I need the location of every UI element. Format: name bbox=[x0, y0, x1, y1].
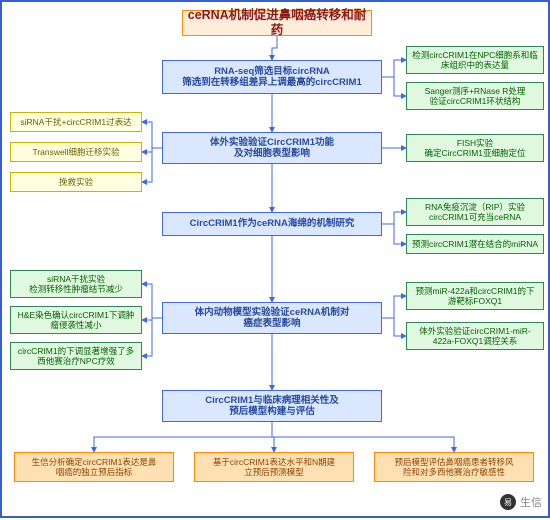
arrow-c5-b3 bbox=[272, 422, 454, 452]
box-c2: 体外实验验证CircCRIM1功能 及对细胞表型影响 bbox=[162, 132, 382, 164]
arrow-c3-r5 bbox=[382, 224, 406, 244]
box-lg3: circCRIM1的下调显著增强了多 西他赛治疗NPC疗效 bbox=[10, 342, 142, 370]
box-c1: RNA-seq筛选目标circRNA 筛选到在转移组差异上调最高的circCRI… bbox=[162, 60, 382, 94]
box-r6: 预测miR-422a和circCRIM1的下 游靶标FOXQ1 bbox=[406, 282, 544, 310]
box-c4: 体内动物模型实验验证ceRNA机制对 癌症表型影响 bbox=[162, 302, 382, 334]
arrow-c4-lg1 bbox=[142, 284, 162, 318]
box-lg2: H&E染色确认circCRIM1下调肿 瘤侵袭性减小 bbox=[10, 306, 142, 334]
box-b2: 基于circCRIM1表达水平和N期建 立预后预测模型 bbox=[194, 452, 354, 482]
box-r2: Sanger测序+RNase R处理 验证circCRIM1环状结构 bbox=[406, 82, 544, 110]
arrow-c1-r2 bbox=[382, 77, 406, 96]
watermark-label: 生信 bbox=[520, 494, 542, 510]
box-l3: 挽救实验 bbox=[10, 172, 142, 192]
flowchart-root: 易 生信 ceRNA机制促进鼻咽癌转移和耐药 RNA-seq筛选目标circRNA… bbox=[0, 0, 550, 518]
box-c3: CircCRIM1作为ceRNA海绵的机制研究 bbox=[162, 212, 382, 236]
box-b3: 预后模型评估鼻咽癌患者转移风 险和对多西他赛治疗敏感性 bbox=[374, 452, 534, 482]
arrow-c4-lg2 bbox=[142, 318, 162, 320]
box-title: ceRNA机制促进鼻咽癌转移和耐药 bbox=[182, 10, 372, 36]
arrow-c1-r1 bbox=[382, 60, 406, 77]
box-r5: 预测circCRIM1潜在结合的miRNA bbox=[406, 234, 544, 254]
box-lg1: siRNA干扰实验 检测转移性肿瘤结节减少 bbox=[10, 270, 142, 298]
arrow-c2-l3 bbox=[142, 148, 162, 182]
arrow-c4-lg3 bbox=[142, 318, 162, 356]
box-b1: 生信分析确定circCRIM1表达是鼻 咽癌的独立预后指标 bbox=[14, 452, 174, 482]
arrow-c2-l1 bbox=[142, 122, 162, 148]
box-r7: 体外实验验证circCRIM1-miR- 422a-FOXQ1调控关系 bbox=[406, 322, 544, 350]
arrow-title-c1 bbox=[272, 36, 277, 60]
box-r3: FISH实验 确定CircCRIM1亚细胞定位 bbox=[406, 134, 544, 162]
box-r1: 检测circCRIM1在NPC细胞系和临 床组织中的表达量 bbox=[406, 46, 544, 74]
arrow-c4-r6 bbox=[382, 296, 406, 318]
arrow-c5-b2 bbox=[272, 422, 274, 452]
arrow-c5-b1 bbox=[94, 422, 272, 452]
watermark: 易 生信 bbox=[500, 494, 542, 510]
box-l1: siRNA干扰+circCRIM1过表达 bbox=[10, 112, 142, 132]
box-c5: CircCRIM1与临床病理相关性及 预后模型构建与评估 bbox=[162, 390, 382, 422]
arrow-c2-l2 bbox=[142, 148, 162, 152]
watermark-icon: 易 bbox=[500, 494, 516, 510]
arrow-c4-r7 bbox=[382, 318, 406, 336]
box-r4: RNA免疫沉淀（RIP）实验 circCRIM1可充当ceRNA bbox=[406, 198, 544, 226]
arrow-c3-r4 bbox=[382, 212, 406, 224]
box-l2: Transwell细胞迁移实验 bbox=[10, 142, 142, 162]
